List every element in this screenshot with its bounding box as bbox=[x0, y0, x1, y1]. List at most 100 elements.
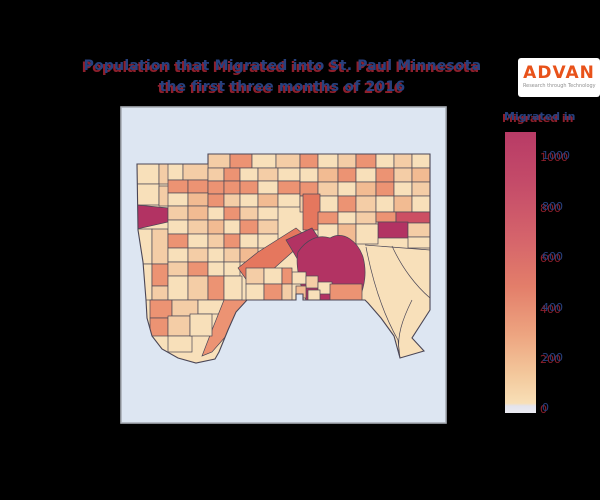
census-tract bbox=[223, 219, 241, 235]
census-tract bbox=[337, 154, 357, 169]
census-tract bbox=[207, 180, 225, 195]
colorbar-tick-label: 400 bbox=[542, 301, 563, 314]
census-tract bbox=[207, 193, 225, 208]
colorbar-tick-label: 1000 bbox=[542, 149, 570, 162]
census-tract bbox=[187, 205, 209, 221]
census-tract bbox=[393, 181, 413, 197]
census-tract bbox=[251, 154, 277, 169]
census-tract bbox=[375, 154, 395, 169]
census-tract bbox=[317, 167, 339, 183]
census-tract bbox=[337, 211, 357, 225]
census-tract bbox=[137, 183, 160, 206]
census-tract bbox=[167, 261, 189, 277]
census-tract bbox=[317, 195, 339, 213]
census-tract bbox=[167, 335, 193, 353]
census-tract bbox=[207, 219, 225, 235]
census-tract bbox=[167, 233, 189, 249]
advan-logo: ADVAN Research through Technology bbox=[518, 58, 600, 97]
census-tract bbox=[355, 195, 377, 213]
census-tract bbox=[223, 167, 241, 182]
census-tract bbox=[365, 246, 401, 359]
census-tract bbox=[223, 247, 241, 263]
census-tract bbox=[187, 275, 209, 301]
census-tract bbox=[167, 275, 189, 301]
census-tract bbox=[305, 275, 319, 289]
census-tract bbox=[299, 167, 319, 183]
census-tract bbox=[407, 222, 430, 238]
census-tract bbox=[223, 206, 241, 221]
census-tract bbox=[223, 261, 241, 277]
census-tract bbox=[207, 275, 225, 301]
census-tract bbox=[355, 211, 377, 225]
census-tract bbox=[329, 283, 363, 301]
census-tract bbox=[364, 244, 430, 251]
census-tract bbox=[167, 219, 189, 235]
census-tract bbox=[375, 211, 397, 223]
census-tract bbox=[245, 283, 265, 301]
census-tract bbox=[167, 179, 189, 194]
census-tract bbox=[187, 233, 209, 249]
census-tract bbox=[393, 195, 413, 213]
census-tract bbox=[281, 283, 293, 301]
census-tract bbox=[223, 193, 241, 208]
census-tract bbox=[307, 289, 321, 301]
colorbar-tick-label: 200 bbox=[542, 351, 563, 364]
census-tract bbox=[151, 228, 169, 265]
census-tract bbox=[277, 193, 301, 208]
advan-logo-wordmark: ADVAN bbox=[523, 63, 595, 83]
census-tract bbox=[355, 154, 377, 169]
figure-title: Population that Migrated into St. Paul M… bbox=[60, 56, 505, 98]
census-tract bbox=[337, 195, 357, 213]
census-tract bbox=[239, 193, 259, 208]
census-tract bbox=[302, 193, 321, 231]
census-tract bbox=[167, 247, 189, 263]
census-tract bbox=[207, 233, 225, 249]
census-tract bbox=[263, 267, 283, 285]
census-tract bbox=[355, 167, 377, 183]
census-tract bbox=[277, 167, 301, 182]
census-tract bbox=[187, 261, 209, 277]
census-tract bbox=[223, 275, 243, 301]
census-tract bbox=[407, 236, 430, 249]
census-tract bbox=[182, 163, 209, 181]
census-tract bbox=[337, 167, 357, 183]
census-tract bbox=[187, 247, 209, 263]
census-tract bbox=[411, 154, 430, 169]
census-tract bbox=[149, 299, 173, 319]
census-tract bbox=[167, 192, 189, 207]
census-tract bbox=[391, 245, 430, 299]
census-tract bbox=[167, 205, 189, 221]
census-tract bbox=[187, 179, 209, 194]
colorbar-tick-label: 0 bbox=[542, 401, 549, 414]
census-tract bbox=[257, 167, 279, 182]
figure-title-line2: the first three months of 2016 bbox=[159, 79, 406, 95]
census-tract bbox=[277, 180, 301, 195]
census-tract bbox=[393, 167, 413, 183]
census-tract bbox=[257, 219, 279, 235]
census-tract bbox=[395, 211, 430, 224]
census-tract bbox=[151, 263, 169, 287]
colorbar-tick-label: 800 bbox=[542, 200, 563, 213]
census-tract bbox=[355, 181, 377, 197]
census-tract bbox=[187, 219, 209, 235]
census-tract bbox=[257, 193, 279, 208]
census-tract bbox=[223, 180, 241, 195]
census-tract bbox=[281, 267, 293, 285]
census-tract bbox=[337, 181, 357, 197]
census-tract bbox=[207, 206, 225, 221]
census-tract bbox=[317, 211, 339, 225]
census-tract bbox=[375, 181, 395, 197]
census-tract bbox=[167, 163, 184, 181]
figure-title-line1: Population that Migrated into St. Paul M… bbox=[83, 58, 482, 74]
census-tract bbox=[411, 167, 430, 183]
census-tract bbox=[375, 167, 395, 183]
census-tract bbox=[239, 167, 259, 182]
census-tract bbox=[229, 154, 253, 169]
census-tract bbox=[411, 181, 430, 197]
census-tract bbox=[398, 299, 413, 353]
census-tract bbox=[239, 206, 259, 221]
census-tract bbox=[263, 283, 283, 301]
census-tract bbox=[245, 267, 265, 285]
